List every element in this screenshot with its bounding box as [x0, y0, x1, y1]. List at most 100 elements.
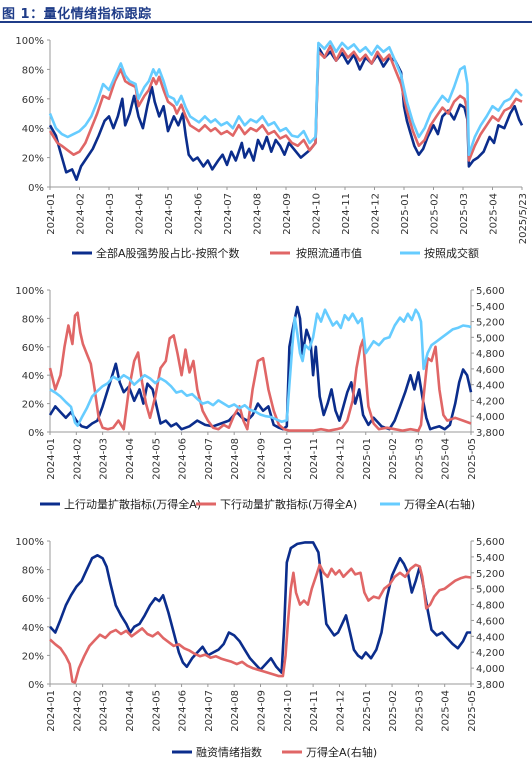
- x-tick-label: 2024-04: [125, 438, 136, 480]
- y2-tick-label: 4,400: [476, 632, 505, 643]
- x-tick-label: 2024-08: [253, 193, 264, 235]
- x-tick-label: 2025-02: [430, 193, 441, 235]
- y-tick-label: 80%: [22, 566, 44, 577]
- y2-tick-label: 4,600: [476, 365, 505, 376]
- x-tick-label: 2024-09: [282, 193, 293, 235]
- legend-label: 按照流通市值: [296, 246, 362, 260]
- y2-tick-label: 4,800: [476, 601, 505, 612]
- x-tick-label: 2024-06: [194, 193, 205, 235]
- y2-tick-label: 4,400: [476, 381, 505, 392]
- x-tick-label: 2024-06: [178, 690, 189, 732]
- y-tick-label: 100%: [15, 537, 44, 548]
- x-tick-label: 2024-01: [46, 193, 57, 235]
- x-tick-label: 2025-03: [459, 193, 470, 235]
- legend-label: 下行动量扩散指标(万得全A): [220, 497, 357, 511]
- y-tick-label: 60%: [22, 343, 44, 354]
- x-tick-label: 2024-03: [105, 193, 116, 235]
- y-tick-label: 80%: [22, 314, 44, 325]
- x-tick-label: 2024-10: [283, 438, 294, 480]
- y2-tick-label: 5,400: [476, 553, 505, 564]
- y-tick-label: 0%: [28, 183, 44, 194]
- y-tick-label: 40%: [22, 371, 44, 382]
- x-tick-label: 2025-05: [467, 690, 478, 732]
- legend-label: 按照成交额: [424, 246, 479, 260]
- x-tick-label: 2024-03: [99, 690, 110, 732]
- x-tick-label: 2024-11: [309, 690, 320, 732]
- y-tick-label: 80%: [22, 65, 44, 76]
- series-line: [48, 305, 473, 431]
- y2-tick-label: 3,800: [476, 428, 505, 439]
- x-tick-label: 2024-10: [312, 193, 323, 235]
- x-tick-label: 2024-01: [46, 438, 57, 480]
- y-tick-label: 100%: [15, 286, 44, 297]
- y2-tick-label: 4,200: [476, 396, 505, 407]
- y-tick-label: 20%: [22, 400, 44, 411]
- series-line: [48, 44, 523, 162]
- x-tick-label: 2024-02: [72, 438, 83, 480]
- x-tick-label: 2025-01: [362, 438, 373, 480]
- x-tick-label: 2024-06: [178, 438, 189, 480]
- y2-tick-label: 5,000: [476, 333, 505, 344]
- y2-tick-label: 4,000: [476, 412, 505, 423]
- x-tick-label: 2024-05: [151, 690, 162, 732]
- series-line: [49, 308, 472, 427]
- y2-tick-label: 5,200: [476, 569, 505, 580]
- x-tick-label: 2024-01: [46, 690, 57, 732]
- y-tick-label: 40%: [22, 623, 44, 634]
- series-line: [49, 563, 472, 684]
- x-tick-label: 2024-05: [151, 438, 162, 480]
- x-tick-label: 2024-11: [309, 438, 320, 480]
- x-tick-label: 2025/5/23: [518, 193, 529, 244]
- x-tick-label: 2025-03: [414, 438, 425, 480]
- x-tick-label: 2025-02: [388, 438, 399, 480]
- legend-label: 融资情绪指数: [196, 745, 262, 759]
- title-underline: [0, 21, 532, 23]
- y2-tick-label: 4,600: [476, 616, 505, 627]
- y-tick-label: 20%: [22, 154, 44, 165]
- x-tick-label: 2024-10: [283, 690, 294, 732]
- x-tick-label: 2024-07: [204, 438, 215, 480]
- x-tick-label: 2025-04: [441, 438, 452, 480]
- y-tick-label: 40%: [22, 124, 44, 135]
- y2-tick-label: 3,800: [476, 680, 505, 691]
- x-tick-label: 2025-05: [467, 438, 478, 480]
- x-tick-label: 2024-03: [99, 438, 110, 480]
- x-tick-label: 2024-08: [230, 690, 241, 732]
- y2-tick-label: 4,000: [476, 664, 505, 675]
- series-line: [49, 541, 471, 674]
- x-tick-label: 2024-02: [76, 193, 87, 235]
- x-tick-label: 2025-01: [400, 193, 411, 235]
- y2-tick-label: 4,800: [476, 349, 505, 360]
- y2-tick-label: 5,600: [476, 286, 505, 297]
- y-tick-label: 0%: [28, 428, 44, 439]
- figure-title: 图 1：量化情绪指标跟踪: [2, 7, 152, 22]
- x-tick-label: 2024-12: [335, 690, 346, 732]
- x-tick-label: 2024-05: [164, 193, 175, 235]
- x-tick-label: 2024-04: [125, 690, 136, 732]
- x-tick-label: 2024-08: [230, 438, 241, 480]
- y2-tick-label: 5,000: [476, 585, 505, 596]
- x-tick-label: 2024-12: [335, 438, 346, 480]
- y-tick-label: 0%: [28, 680, 44, 691]
- x-tick-label: 2025-04: [489, 193, 500, 235]
- x-tick-label: 2025-03: [414, 690, 425, 732]
- chart-3: 0% 20% 40% 60% 80% 100% 3,800 4,000 4,200 4,400 4,…: [15, 537, 504, 759]
- y2-tick-label: 5,400: [476, 302, 505, 313]
- legend-label: 万得全A(右轴): [306, 745, 377, 759]
- legend-label: 万得全A(右轴): [404, 497, 475, 511]
- y-tick-label: 20%: [22, 651, 44, 662]
- x-tick-label: 2024-04: [135, 193, 146, 235]
- x-tick-label: 2024-07: [204, 690, 215, 732]
- y2-tick-label: 5,200: [476, 318, 505, 329]
- x-tick-label: 2025-02: [388, 690, 399, 732]
- y2-tick-label: 5,600: [476, 537, 505, 548]
- x-tick-label: 2024-07: [223, 193, 234, 235]
- x-tick-label: 2024-09: [257, 690, 268, 732]
- x-tick-label: 2024-11: [341, 193, 352, 235]
- legend-label: 全部A股强势股占比-按照个数: [96, 246, 240, 260]
- x-tick-label: 2025-04: [441, 690, 452, 732]
- chart-1: 0% 20% 40% 60% 80% 100% 2024-01 2024-02 2024-03 2…: [15, 36, 529, 260]
- y-tick-label: 60%: [22, 594, 44, 605]
- x-tick-label: 2024-09: [257, 438, 268, 480]
